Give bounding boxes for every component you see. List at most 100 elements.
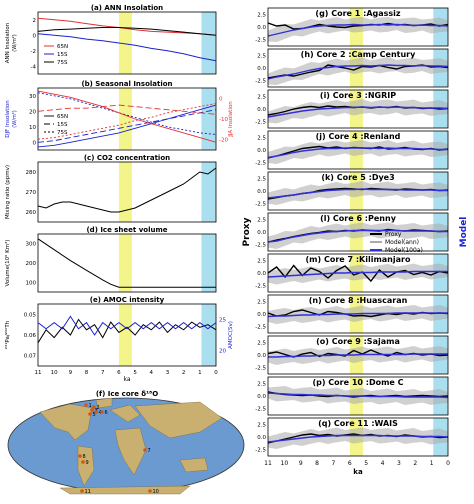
core-ytick: 2.5: [257, 218, 266, 224]
core-title: (o) Core 9 :Sajama: [316, 337, 400, 346]
ytick-b: 20: [29, 109, 36, 115]
core-ytick: 2.5: [257, 259, 266, 265]
map-site-label: 4: [99, 410, 102, 416]
right-xtick: 1: [430, 460, 434, 467]
core-ytick: -2.5: [255, 38, 266, 44]
right-xtick: 6: [348, 460, 352, 467]
map-site-marker: [80, 489, 84, 493]
map-site-label: 2: [97, 405, 100, 411]
ytick-b-r: -20: [219, 138, 228, 144]
core-ytick: -2.5: [255, 161, 266, 167]
ylabel-d: Volume(10⁶ Km³): [4, 240, 11, 287]
xtick-e: 1: [198, 370, 202, 376]
legend-label-proxy: Proxy: [385, 231, 402, 238]
legend-label-b: 15S: [57, 122, 68, 128]
map-land: [95, 397, 113, 409]
legend-label-ann: Model(ann): [385, 239, 419, 246]
proxy-line: [267, 264, 449, 283]
core-title: (n) Core 8 :Huascaran: [309, 296, 408, 305]
ytick-e: 0.06: [24, 333, 37, 339]
ylabel-b-right: JJA Insolation: [228, 101, 234, 138]
core-frame: [267, 89, 449, 129]
map-site-label: 5: [93, 412, 96, 418]
map-site-marker: [88, 412, 92, 416]
core-ytick: -2.5: [255, 202, 266, 208]
core-frame: [267, 7, 449, 47]
map-site-label: 11: [85, 489, 91, 495]
right-xtick: 11: [264, 460, 272, 467]
core-ytick: -2.5: [255, 448, 266, 454]
map-site-marker: [100, 410, 104, 414]
map-site-marker: [78, 454, 82, 458]
core-title: (h) Core 2 :Camp Century: [301, 50, 416, 59]
panel-frame-e: [37, 303, 217, 367]
core-ytick: 0.0: [257, 66, 266, 72]
map-land: [77, 445, 95, 487]
map-land: [39, 403, 93, 441]
ytick-b: 10: [29, 125, 36, 131]
map-land: [179, 457, 209, 473]
core-ytick: -2.5: [255, 407, 266, 413]
panel-frame-a: [37, 11, 217, 75]
series-b-15s-jja: [37, 104, 217, 115]
model-ann-band: [268, 181, 448, 205]
yunit-a: (W/m²): [12, 34, 18, 51]
core-panel: (n) Core 8 :Huascaran 2.5 0.0 -2.5: [255, 294, 449, 334]
model-ann-band: [268, 222, 448, 249]
legend-label-b: 75S: [57, 130, 68, 136]
core-frame: [267, 417, 449, 457]
legend-label-a: 65N: [57, 44, 68, 50]
right-xtick: 4: [381, 460, 385, 467]
ytick-d: 300: [26, 242, 37, 248]
core-ytick: -2.5: [255, 79, 266, 85]
core-ytick: 0.0: [257, 189, 266, 195]
model-100a-line: [267, 434, 449, 443]
model-100a-line: [267, 147, 448, 159]
core-panel: (g) Core 1 :Agassiz 2.5 0.0 -2.5: [255, 7, 449, 47]
core-frame: [267, 48, 449, 88]
panel-frame-d: [37, 233, 217, 293]
model-100a-line: [267, 392, 449, 399]
series-a-15s: [37, 33, 217, 62]
band-yellow-b: [118, 88, 132, 150]
ytick-a: -4: [31, 64, 37, 70]
ytick-a: -2: [31, 49, 36, 55]
ylabel-e-right: AMOC(Sv): [228, 321, 234, 349]
panel-frame-b: [37, 87, 217, 151]
core-panel: (m) Core 7 :Kilimanjaro 2.5 0.0 -2.5: [255, 253, 449, 293]
ytick-d: 100: [26, 280, 37, 286]
core-ytick: 0.0: [257, 25, 266, 31]
map-site-label: 6: [105, 410, 108, 416]
core-ytick: 0.0: [257, 271, 266, 277]
series-e-proxy: [37, 318, 217, 344]
model-ann-band: [268, 99, 448, 124]
core-ytick: 0.0: [257, 312, 266, 318]
ytick-c: 270: [26, 190, 37, 196]
core-frame: [267, 294, 449, 334]
core-title: (m) Core 7 :Kilimanjaro: [306, 255, 411, 264]
ytick-e: 0.07: [24, 354, 37, 360]
series-b-65n-djf: [37, 104, 217, 148]
map-site-marker: [148, 489, 152, 493]
series-b-65n-jja: [37, 90, 217, 143]
map-site-marker: [90, 408, 94, 412]
ylabel-b: DJF Insolation: [5, 100, 11, 138]
core-ytick: 0.0: [257, 435, 266, 441]
core-frame: [267, 130, 449, 170]
right-xtick: 7: [332, 460, 336, 467]
map-site-marker: [84, 403, 88, 407]
map-site-marker: [81, 460, 85, 464]
band-cyan-a: [201, 12, 216, 74]
map-site-label: 9: [86, 460, 89, 466]
legend-label-a100: Model(100a): [385, 247, 423, 254]
core-ytick: 0.0: [257, 230, 266, 236]
core-ytick: 2.5: [257, 13, 266, 19]
panel-title-c: (c) CO2 concentration: [84, 154, 170, 162]
ytick-d: 200: [26, 261, 37, 267]
core-ytick: 0.0: [257, 148, 266, 154]
ytick-c: 260: [26, 210, 37, 216]
ytick-a: 2: [33, 18, 37, 24]
